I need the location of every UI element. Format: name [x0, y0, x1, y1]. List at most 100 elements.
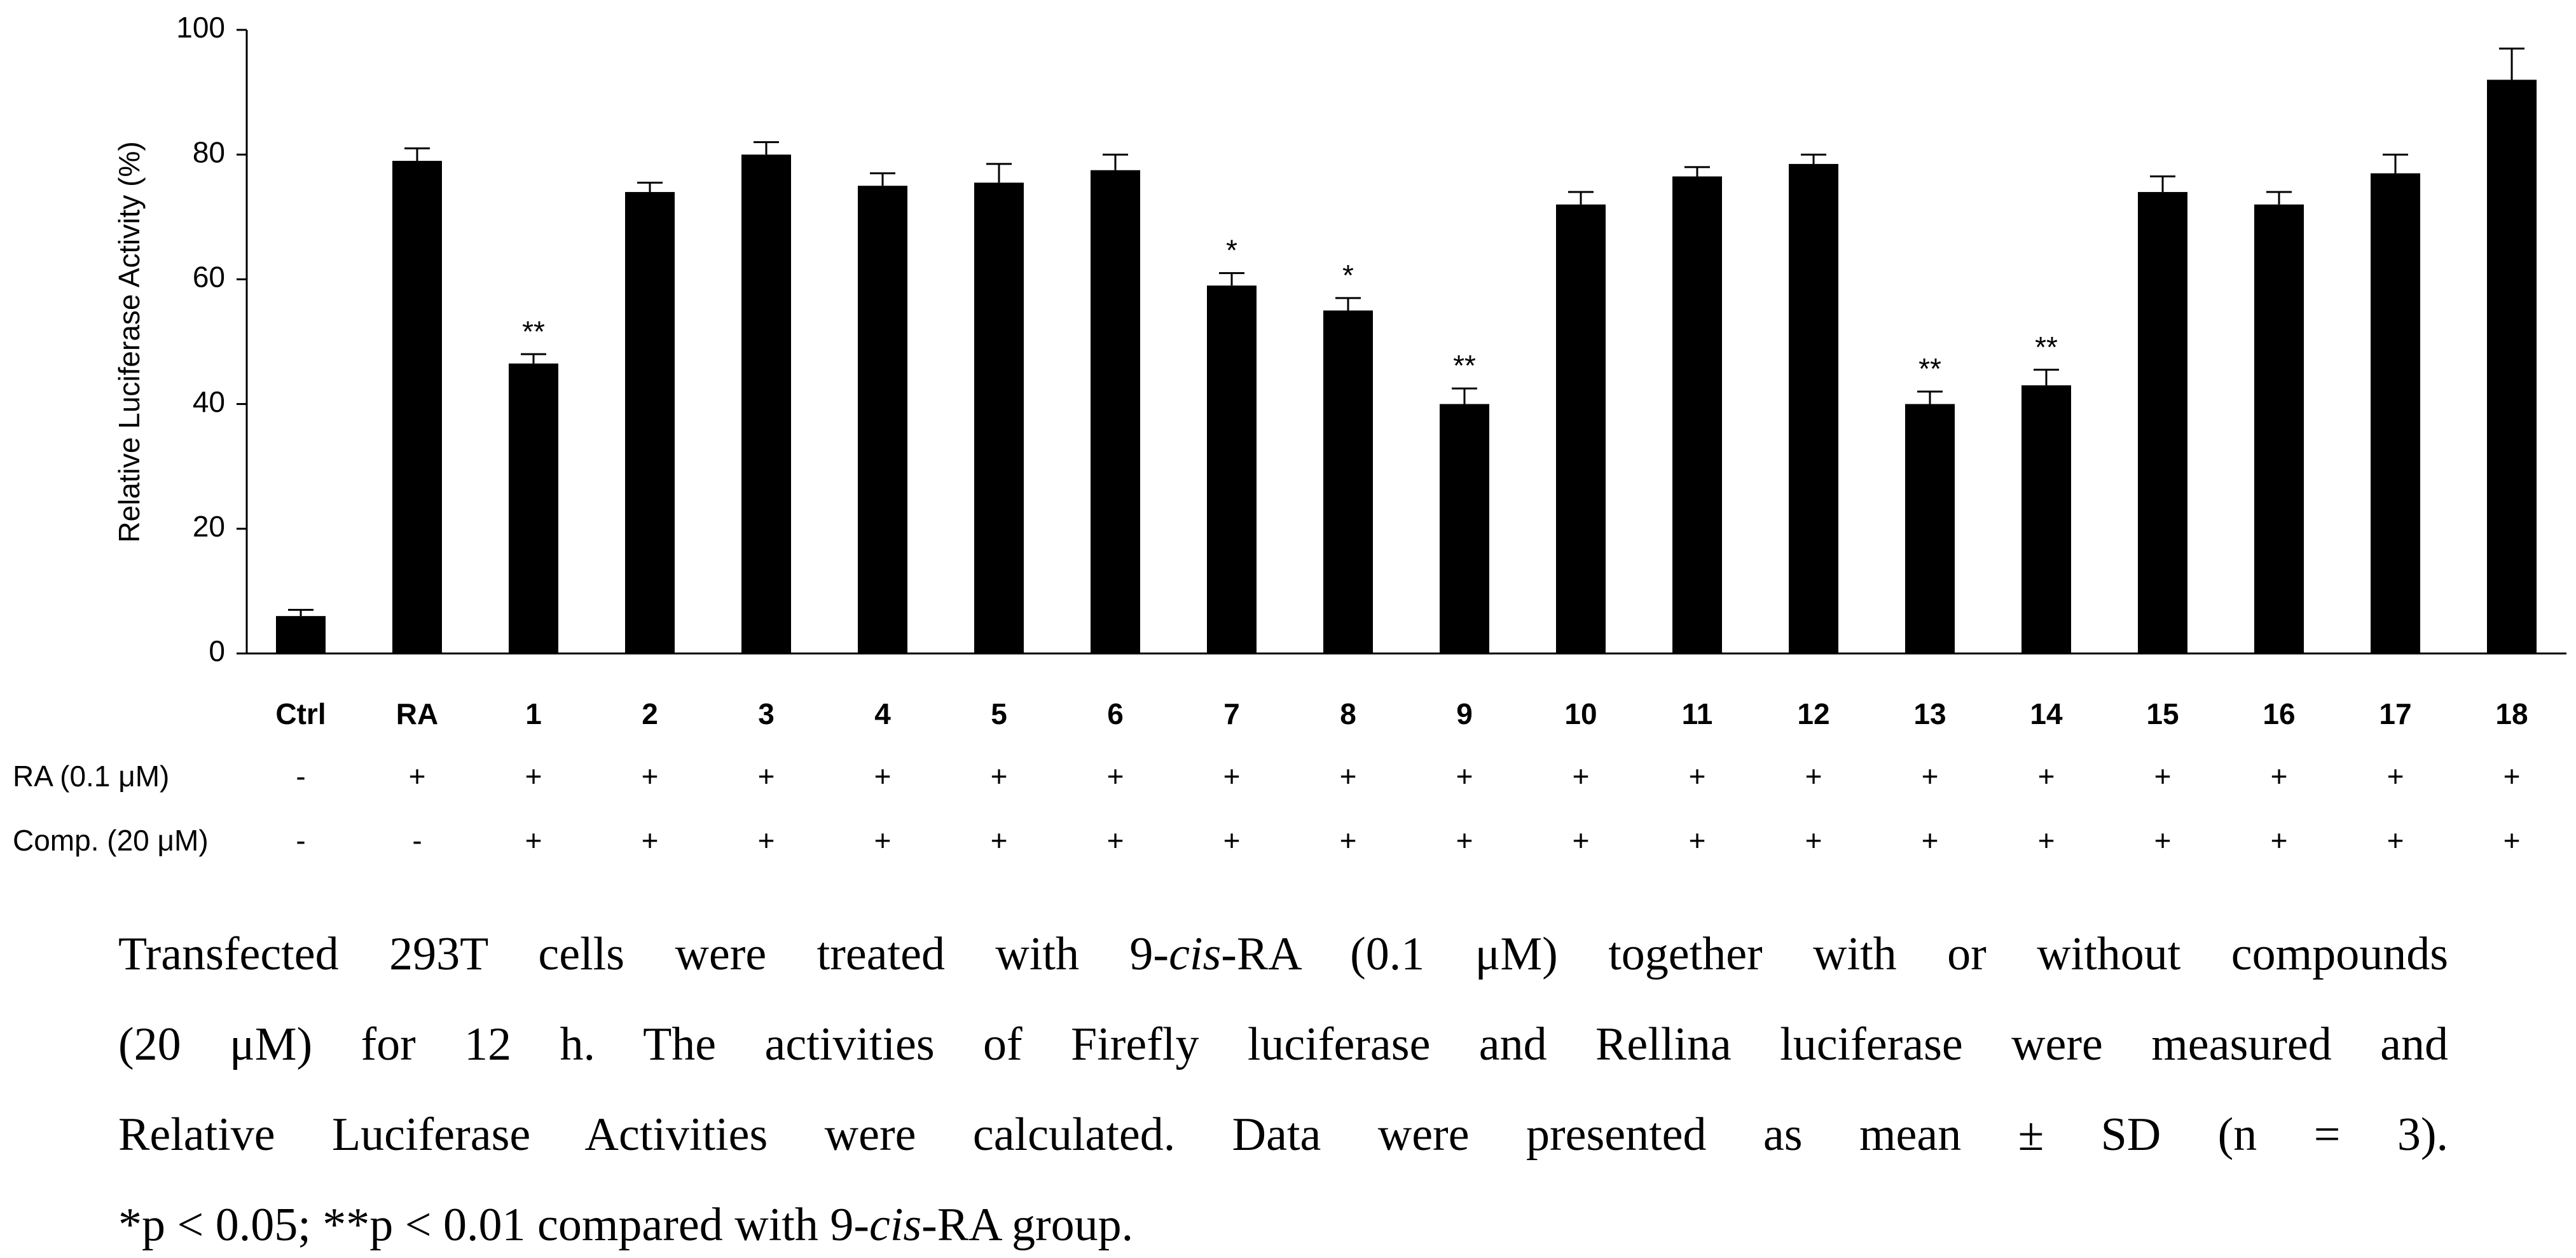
caption-text: -RA group. — [921, 1199, 1134, 1251]
bar — [1323, 310, 1373, 653]
x-tick-label: 15 — [2146, 697, 2179, 730]
treatment-mark: - — [412, 824, 422, 857]
x-tick-label: RA — [396, 697, 438, 730]
caption-text: cis — [869, 1199, 922, 1251]
bar — [276, 616, 326, 653]
x-tick-label: 1 — [525, 697, 542, 730]
treatment-mark: + — [758, 824, 775, 857]
x-tick-label: 2 — [642, 697, 658, 730]
x-tick-label: 3 — [758, 697, 775, 730]
treatment-mark: + — [1922, 760, 1939, 793]
treatment-mark: + — [874, 824, 892, 857]
treatment-mark: + — [1223, 824, 1241, 857]
treatment-mark: + — [642, 760, 659, 793]
treatment-mark: + — [525, 760, 542, 793]
caption-text: -RA (0.1 μM) together with or without co… — [1221, 928, 2448, 980]
treatment-mark: + — [1922, 824, 1939, 857]
bar — [1091, 170, 1140, 654]
bar — [858, 186, 907, 653]
bar — [741, 154, 791, 653]
significance-label: ** — [1918, 352, 1941, 385]
y-tick-label: 0 — [209, 634, 225, 667]
treatment-mark: + — [1689, 824, 1706, 857]
treatment-label: RA (0.1 μM) — [13, 760, 169, 793]
x-tick-label: 12 — [1797, 697, 1829, 730]
treatment-mark: + — [1340, 760, 1357, 793]
treatment-mark: + — [409, 760, 426, 793]
significance-label: * — [1342, 259, 1354, 292]
x-tick-label: 18 — [2495, 697, 2528, 730]
y-axis-label: Relative Luciferase Activity (%) — [113, 141, 146, 542]
x-tick-label: 4 — [874, 697, 891, 730]
caption-text: Relative Luciferase Activities were calc… — [118, 1109, 2448, 1161]
x-tick-label: 5 — [991, 697, 1007, 730]
treatment-mark: + — [1223, 760, 1241, 793]
y-tick-label: 80 — [193, 135, 225, 168]
treatment-mark: + — [642, 824, 659, 857]
x-tick-label: 10 — [1564, 697, 1597, 730]
caption-text: *p < 0.05; **p < 0.01 compared with 9- — [118, 1199, 869, 1251]
treatment-mark: + — [758, 760, 775, 793]
treatment-mark: - — [296, 760, 305, 793]
bar — [1440, 404, 1489, 653]
significance-label: * — [1226, 234, 1237, 267]
bar — [2371, 173, 2420, 653]
bar — [2487, 79, 2537, 654]
treatment-mark: + — [1340, 824, 1357, 857]
treatment-mark: + — [991, 824, 1008, 857]
y-tick-label: 40 — [193, 385, 225, 418]
x-tick-label: 9 — [1456, 697, 1473, 730]
bar — [2254, 204, 2304, 653]
treatment-mark: + — [1573, 760, 1590, 793]
x-tick-label: 14 — [2030, 697, 2063, 730]
treatment-mark: + — [2387, 760, 2404, 793]
x-tick-label: 8 — [1340, 697, 1356, 730]
y-tick-label: 100 — [176, 11, 225, 44]
treatment-label: Comp. (20 μM) — [13, 824, 209, 857]
treatment-mark: + — [1689, 760, 1706, 793]
bar — [1905, 404, 1955, 653]
caption-text: Transfected 293T cells were treated with… — [118, 928, 1169, 980]
x-tick-label: 16 — [2263, 697, 2295, 730]
treatment-mark: + — [2271, 824, 2288, 857]
significance-label: ** — [1453, 349, 1476, 382]
treatment-mark: + — [2154, 824, 2172, 857]
caption-text: cis — [1169, 928, 1222, 980]
treatment-mark: + — [2387, 824, 2404, 857]
treatment-mark: + — [1107, 760, 1124, 793]
x-tick-label: 13 — [1913, 697, 1946, 730]
significance-label: ** — [2035, 331, 2058, 364]
treatment-mark: + — [1456, 824, 1473, 857]
bar — [2138, 192, 2187, 653]
y-tick-label: 20 — [193, 510, 225, 543]
x-tick-label: 17 — [2379, 697, 2411, 730]
caption-text: (20 μM) for 12 h. The activities of Fire… — [118, 1018, 2448, 1070]
bar — [974, 182, 1024, 654]
bar — [509, 363, 558, 653]
significance-label: ** — [522, 315, 545, 348]
treatment-mark: + — [1573, 824, 1590, 857]
treatment-mark: + — [1456, 760, 1473, 793]
bar — [392, 161, 442, 653]
treatment-mark: + — [1805, 760, 1822, 793]
treatment-mark: + — [874, 760, 892, 793]
y-tick-label: 60 — [193, 261, 225, 294]
caption-line: Relative Luciferase Activities were calc… — [118, 1090, 2448, 1180]
bar — [1207, 285, 1257, 654]
treatment-mark: + — [2154, 760, 2172, 793]
treatment-mark: + — [2271, 760, 2288, 793]
treatment-mark: + — [2504, 760, 2521, 793]
x-tick-label: Ctrl — [275, 697, 326, 730]
caption-line: Transfected 293T cells were treated with… — [118, 909, 2448, 999]
x-tick-label: 6 — [1107, 697, 1124, 730]
chart: Relative Luciferase Activity (%) 0 20 40 60… — [13, 11, 2566, 857]
caption-line: *p < 0.05; **p < 0.01 compared with 9-ci… — [118, 1180, 2448, 1258]
treatment-mark: + — [525, 824, 542, 857]
bar — [625, 192, 675, 653]
caption-line: (20 μM) for 12 h. The activities of Fire… — [118, 999, 2448, 1090]
bar — [1556, 204, 1606, 653]
treatment-mark: + — [1805, 824, 1822, 857]
bar — [2022, 385, 2071, 653]
caption: Transfected 293T cells were treated with… — [118, 909, 2448, 1258]
